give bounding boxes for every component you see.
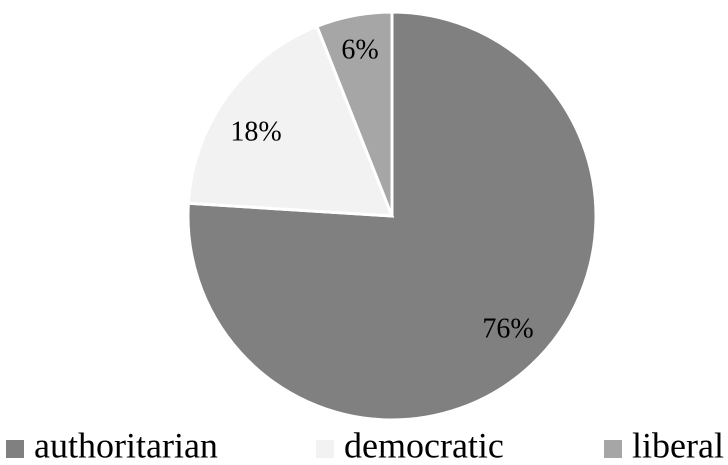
legend-item-liberal: liberal xyxy=(604,425,724,465)
pie-slice-labels: 76% 18% 6% xyxy=(230,34,533,344)
legend-label-democratic: democratic xyxy=(344,425,504,465)
slice-label-liberal: 6% xyxy=(341,34,378,65)
pie-slices xyxy=(186,10,598,422)
legend-swatch-authoritarian xyxy=(6,440,24,458)
slice-label-authoritarian: 76% xyxy=(482,313,533,344)
legend-label-authoritarian: authoritarian xyxy=(34,425,218,465)
legend-swatch-democratic xyxy=(316,440,334,458)
slice-label-democratic: 18% xyxy=(230,116,281,147)
legend-swatch-liberal xyxy=(604,440,622,458)
pie-slice-liberal xyxy=(314,10,394,217)
legend-label-liberal: liberal xyxy=(632,425,724,465)
pie-slice-democratic xyxy=(186,24,395,218)
legend: authoritarian democratic liberal xyxy=(6,425,724,465)
legend-item-authoritarian: authoritarian xyxy=(6,425,218,465)
legend-item-democratic: democratic xyxy=(316,425,504,465)
